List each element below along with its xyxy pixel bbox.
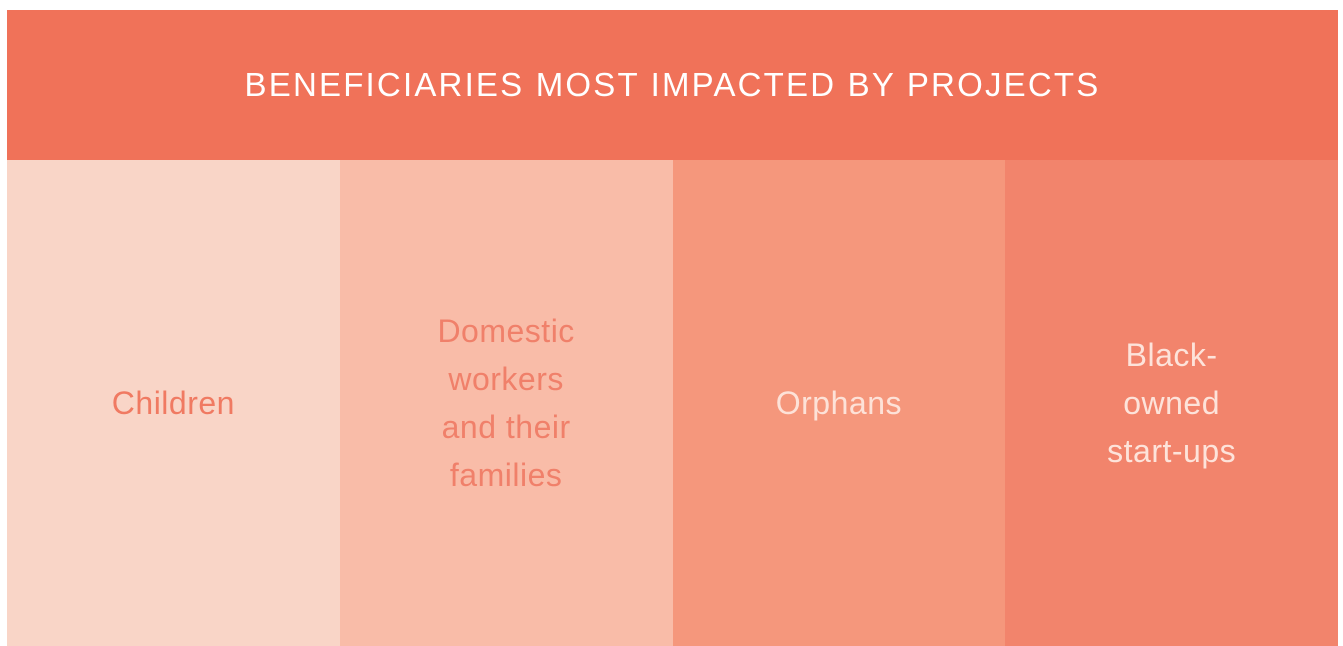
column: Black-owned start-ups bbox=[1005, 160, 1338, 646]
column-label: Domestic workers and their families bbox=[437, 313, 575, 493]
column: Orphans bbox=[672, 160, 1006, 646]
column-label: Black-owned start-ups bbox=[1107, 337, 1237, 469]
header: BENEFICIARIES MOST IMPACTED BY PROJECTS bbox=[7, 10, 1338, 160]
header-title: BENEFICIARIES MOST IMPACTED BY PROJECTS bbox=[244, 66, 1101, 103]
infographic: BENEFICIARIES MOST IMPACTED BY PROJECTS … bbox=[7, 10, 1338, 646]
column: Domestic workers and their families bbox=[339, 160, 673, 646]
column: Children bbox=[7, 160, 340, 646]
columns: Children Domestic workers and their famil… bbox=[7, 160, 1338, 646]
column-label: Children bbox=[111, 385, 235, 421]
column-label: Orphans bbox=[775, 385, 902, 421]
